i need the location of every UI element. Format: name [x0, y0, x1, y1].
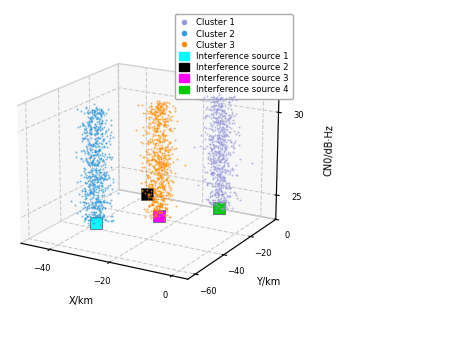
Y-axis label: Y/km: Y/km [256, 277, 280, 287]
X-axis label: X/km: X/km [69, 296, 94, 306]
Legend: Cluster 1, Cluster 2, Cluster 3, Interference source 1, Interference source 2, I: Cluster 1, Cluster 2, Cluster 3, Interfe… [175, 14, 293, 99]
